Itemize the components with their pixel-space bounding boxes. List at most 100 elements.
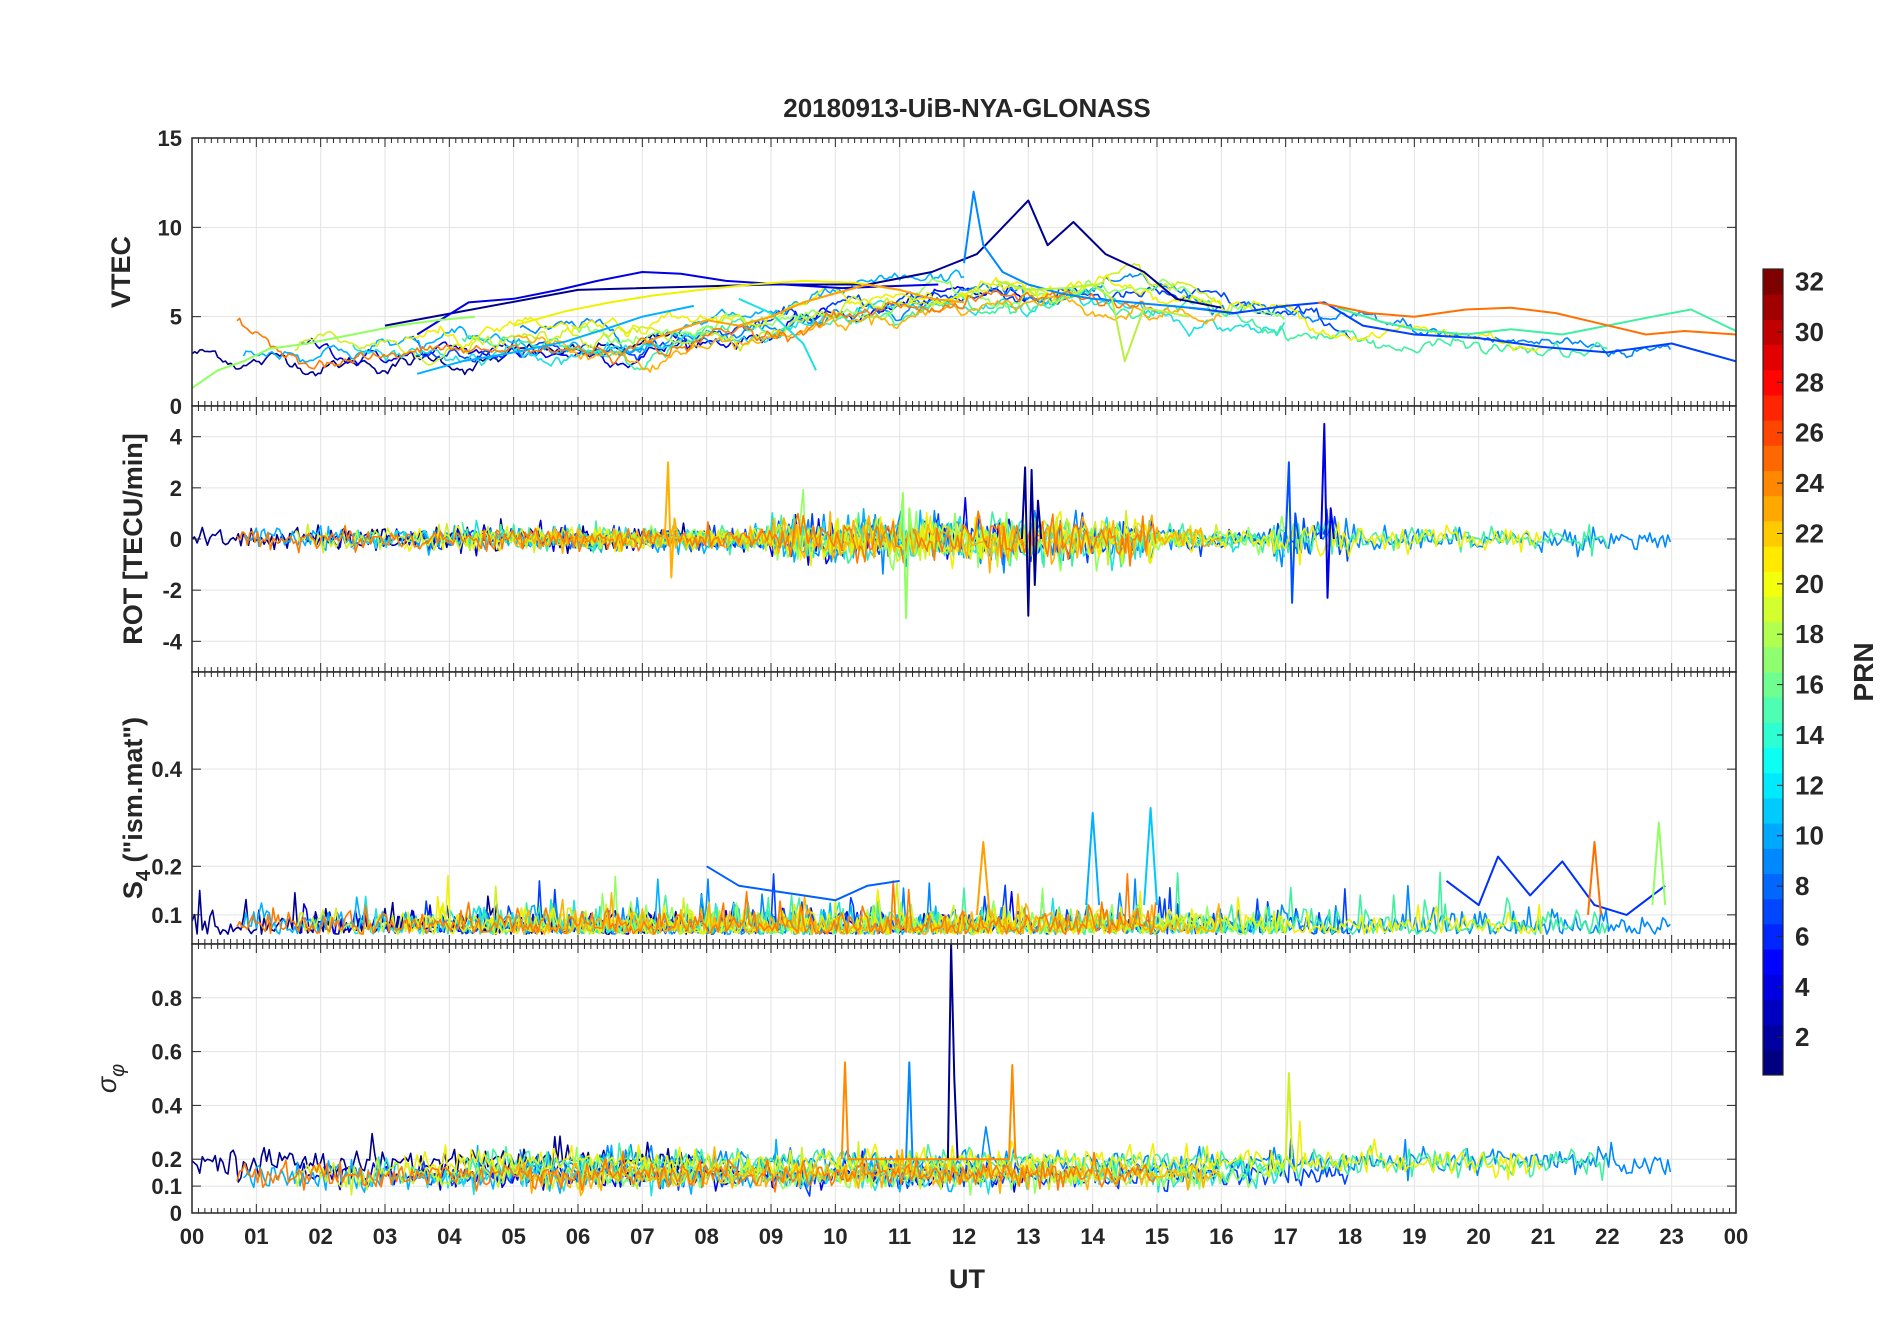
y-tick-label: -2	[162, 578, 182, 603]
series-prn-2	[1020, 466, 1043, 617]
series-prn-24	[1317, 301, 1736, 336]
ensemble-trace	[236, 873, 1157, 936]
y-tick-label: 0.8	[151, 986, 182, 1011]
panel-s4-ticks: 0.1 0.2 0.4	[151, 672, 1737, 944]
colorbar-segment	[1763, 1049, 1783, 1076]
series-prn-10	[905, 1061, 914, 1160]
colorbar-segment	[1763, 1024, 1783, 1051]
series-prn-6	[706, 865, 900, 902]
colorbar-segment	[1763, 848, 1783, 874]
colorbar-segment	[1763, 470, 1783, 497]
colorbar-tick-label: 14	[1795, 720, 1824, 750]
ensemble-trace	[570, 278, 1285, 346]
colorbar-tick-label: 4	[1795, 972, 1810, 1002]
y-tick-label: 5	[170, 305, 182, 330]
y-tick-label: 0.2	[151, 1147, 182, 1172]
ensemble-trace	[236, 289, 1157, 370]
colorbar-segment	[1763, 974, 1783, 1000]
panel-s4: 0.1 0.2 0.4S4 ("ism.mat")	[118, 671, 1737, 945]
x-tick-label: 03	[373, 1224, 397, 1249]
panel-vtec: 0 5 10 15 VTEC	[106, 126, 1737, 419]
ensemble-trace	[236, 1150, 1157, 1193]
y-tick-label: 0.4	[151, 1093, 182, 1118]
x-tick-labels: 00 01 02 03 04 05 06 07 08 09 10 11 12 13 14 15 16 17 18 19…	[180, 1224, 1748, 1249]
series-prn-23	[840, 1061, 1017, 1161]
x-tick-label: 19	[1402, 1224, 1426, 1249]
colorbar-segment	[1763, 319, 1783, 346]
x-tick-label: 18	[1338, 1224, 1362, 1249]
series-prn-4	[1320, 422, 1335, 599]
series-prn-13	[738, 297, 817, 371]
colorbar-segment	[1763, 747, 1783, 774]
colorbar-label: PRN	[1848, 642, 1879, 701]
x-tick-label: 14	[1080, 1224, 1105, 1249]
colorbar-segment	[1763, 520, 1783, 547]
panel-sigma: 00.10.2 0.4 0.6 0.8 σφ	[92, 943, 1737, 1226]
x-tick-label: 06	[566, 1224, 590, 1249]
x-tick-label: 22	[1595, 1224, 1619, 1249]
x-tick-label: 05	[501, 1224, 525, 1249]
x-axis-label: UT	[949, 1264, 985, 1294]
colorbar-segment	[1763, 797, 1783, 824]
y-tick-label: 0	[170, 527, 182, 552]
colorbar-tick-label: 26	[1795, 418, 1824, 448]
x-tick-label: 23	[1659, 1224, 1683, 1249]
colorbar-segment	[1763, 495, 1783, 522]
panel-rot-data	[192, 422, 1672, 620]
colorbar-segment	[1763, 394, 1783, 421]
x-tick-label: 15	[1145, 1224, 1169, 1249]
colorbar-tick-label: 8	[1795, 871, 1809, 901]
series-prn-22	[663, 461, 679, 579]
colorbar-segment	[1763, 294, 1783, 320]
colorbar-segment	[1763, 445, 1783, 471]
panel-vtec-ticks: 0 5 10 15	[158, 126, 1737, 419]
y-tick-label: 0.1	[151, 903, 182, 928]
x-tick-label: 08	[694, 1224, 718, 1249]
y-tick-label: 4	[170, 425, 183, 450]
ensemble-trace	[236, 510, 1157, 567]
colorbar-tick-label: 32	[1795, 267, 1824, 297]
x-tick-label: 12	[952, 1224, 976, 1249]
colorbar-tick-label: 18	[1795, 619, 1824, 649]
colorbar-tick-label: 12	[1795, 770, 1824, 800]
x-tick-label: 11	[888, 1224, 911, 1249]
x-tick-label: 16	[1209, 1224, 1233, 1249]
panel-s4-data	[192, 807, 1671, 936]
colorbar-tick-label: 28	[1795, 367, 1824, 397]
series-prn-17	[898, 492, 914, 620]
colorbar-tick-label: 2	[1795, 1022, 1809, 1052]
panel-s4-grid	[191, 672, 1737, 944]
y-tick-label: 0	[170, 394, 182, 419]
colorbar-segment	[1763, 923, 1783, 950]
ensemble-trace	[294, 262, 1222, 366]
series-prn-11	[416, 304, 695, 375]
series-prn-18	[995, 279, 1190, 363]
chart-title: 20180913-UiB-NYA-GLONASS	[783, 93, 1151, 123]
ensemble-trace	[352, 286, 1286, 367]
colorbar-frame	[1762, 268, 1784, 1076]
series-prn-7	[1445, 855, 1666, 916]
colorbar-segment	[1763, 697, 1783, 723]
series-prn-24	[1587, 841, 1602, 915]
colorbar-segment	[1763, 269, 1783, 295]
series-prn-12	[1143, 807, 1158, 906]
colorbar-segment	[1763, 596, 1783, 623]
series-prn-2	[946, 944, 959, 1160]
ensemble-trace	[461, 286, 1608, 371]
x-tick-label: 04	[437, 1224, 462, 1249]
x-tick-label: 01	[244, 1224, 268, 1249]
y-tick-label: 0.4	[151, 757, 182, 782]
x-tick-label: 13	[1016, 1224, 1040, 1249]
colorbar-segment	[1763, 999, 1783, 1026]
series-prn-17	[1651, 821, 1667, 906]
x-tick-label: 02	[308, 1224, 332, 1249]
colorbar-tick-label: 6	[1795, 921, 1809, 951]
series-prn-18	[1284, 1072, 1294, 1160]
x-tick-label: 20	[1466, 1224, 1490, 1249]
ensemble-trace	[512, 891, 1223, 936]
x-tick-label: 17	[1273, 1224, 1297, 1249]
colorbar-segment	[1763, 646, 1783, 673]
y-tick-label: 10	[158, 215, 182, 240]
series-prn-23	[641, 283, 965, 345]
